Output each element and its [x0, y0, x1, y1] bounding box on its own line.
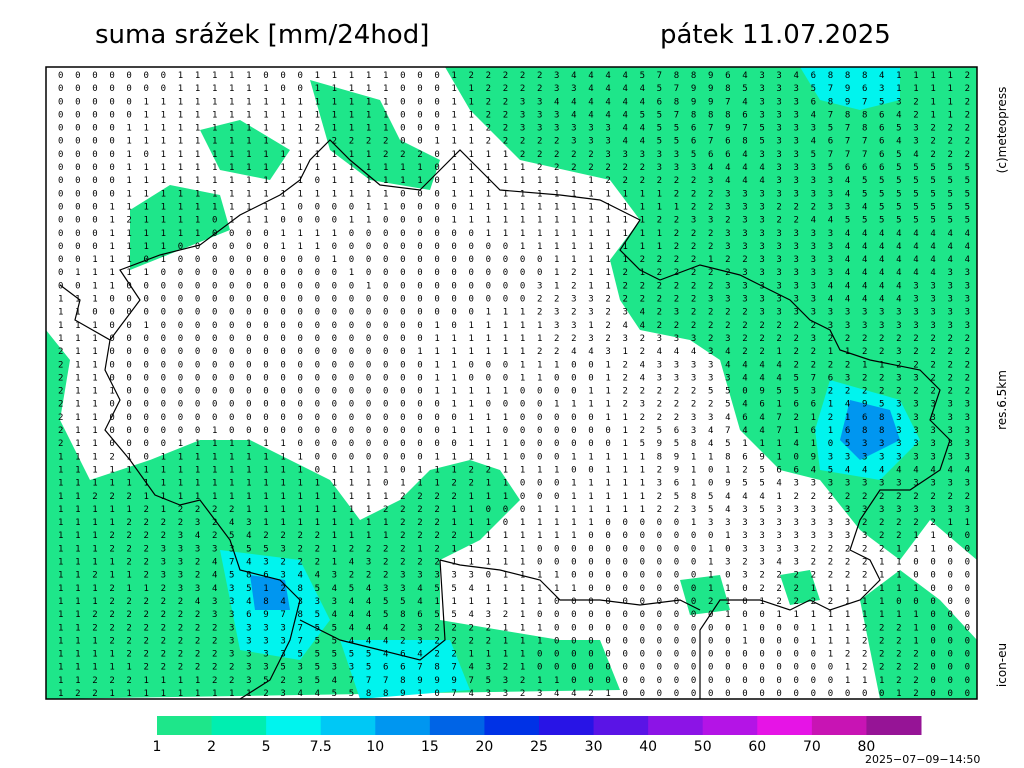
legend-swatch — [757, 716, 813, 735]
legend-swatch — [811, 716, 867, 735]
legend-label: 50 — [694, 739, 712, 755]
resolution: res.6.5km — [995, 370, 1009, 430]
intense-rain-areas — [250, 400, 900, 610]
legend-swatch — [320, 716, 376, 735]
legend-label: 2 — [207, 739, 216, 755]
legend-label: 15 — [421, 739, 439, 755]
copyright: (c)meteopress — [995, 87, 1009, 174]
legend-label: 25 — [530, 739, 548, 755]
legend-swatch — [375, 716, 431, 735]
legend-label: 40 — [639, 739, 657, 755]
legend-swatch — [593, 716, 649, 735]
legend-label: 7.5 — [310, 739, 332, 755]
legend-swatch — [539, 716, 595, 735]
legend-swatch — [648, 716, 704, 735]
legend-swatch — [157, 716, 213, 735]
legend-swatch — [866, 716, 922, 735]
legend-label: 10 — [366, 739, 384, 755]
legend-label: 1 — [153, 739, 162, 755]
map-frame — [45, 66, 978, 700]
legend-swatch — [211, 716, 267, 735]
legend-label: 70 — [803, 739, 821, 755]
legend-label: 60 — [748, 739, 766, 755]
legend-swatch — [484, 716, 540, 735]
borders — [59, 139, 951, 700]
legend-label: 80 — [858, 739, 876, 755]
map-date: pátek 11.07.2025 — [660, 20, 891, 50]
timestamp: 2025−07−09−14:50 — [865, 753, 980, 766]
legend-swatch — [266, 716, 322, 735]
map-title: suma srážek [mm/24hod] — [95, 20, 429, 50]
legend-swatch — [702, 716, 758, 735]
color-legend: 1 2 5 7.5 10 15 20 25 30 40 50 60 70 80 — [153, 716, 922, 755]
model: icon-eu — [995, 643, 1009, 687]
legend-label: 5 — [262, 739, 271, 755]
legend-label: 30 — [585, 739, 603, 755]
legend-label: 20 — [476, 739, 494, 755]
legend-swatch — [429, 716, 485, 735]
